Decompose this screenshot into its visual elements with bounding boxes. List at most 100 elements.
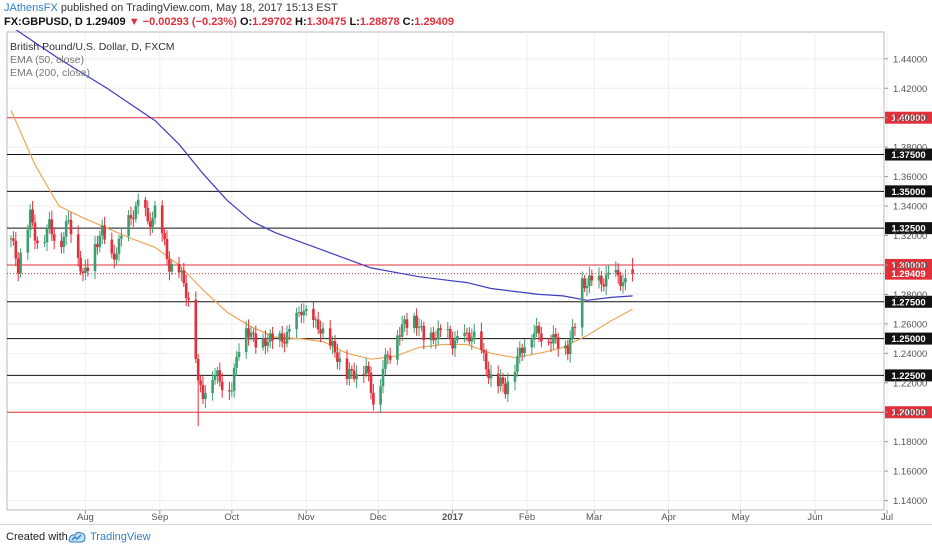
candle-body [180,270,183,273]
candle-body [564,345,567,349]
candle-body [254,333,258,348]
candle-body [48,219,51,228]
candle [355,365,358,388]
candle-body [249,332,253,338]
candle-body [151,217,154,227]
candle [43,235,46,247]
candle-body [271,333,274,341]
candle-body [79,257,82,272]
candle-body [134,205,138,219]
candle-body [530,339,534,348]
candle-body [547,341,550,343]
candle-body [120,235,123,239]
candle-body [417,326,421,329]
candle [451,331,454,356]
y-tick-label: 1.42000 [893,84,927,95]
candle [136,193,140,215]
candle-body [98,235,102,248]
candle-body [331,341,334,346]
candle-body [319,329,322,334]
candle [220,372,224,398]
candle-body [367,365,370,373]
candle [134,201,138,223]
candle [518,341,522,364]
x-tick-label: Apr [661,512,676,523]
candle-body [631,269,634,274]
candle-body [580,278,584,328]
candle [564,340,567,355]
candle-body [33,222,37,241]
candle [504,377,507,399]
candle [484,349,488,377]
level-badge [885,111,932,124]
time-axis[interactable]: AugSepOctNovDec2017FebMarAprMayJunJulAug [77,510,932,523]
legend-ema200[interactable]: EMA (200, close) [10,67,90,79]
candle-body [321,328,325,334]
chart-header: JAthensFX published on TradingView.com, … [0,0,932,30]
candle [602,278,606,292]
candle [585,278,589,297]
author-link[interactable]: JAthensFX [4,2,58,14]
candle-body [456,336,459,341]
candle-body [19,252,22,274]
candle-body [352,370,356,380]
x-tick-label: Oct [224,512,239,523]
tradingview-brand-link[interactable]: TradingView [90,531,151,543]
x-tick-label: Feb [519,512,535,523]
candle [367,361,370,382]
candle [146,200,150,225]
legend-ema50[interactable]: EMA (50, close) [10,54,85,66]
candle [453,331,457,357]
candle-body [451,339,454,349]
candle-body [302,311,306,316]
candle-body [600,275,603,285]
candle-body [585,285,589,289]
price-axis[interactable]: 1.14000 1.16000 1.18000 1.20000 1.22000 1.240… [884,54,927,507]
candle-body [403,319,406,325]
candle [31,200,34,227]
candle-body [422,325,426,341]
candle [600,270,603,292]
candle [187,291,190,307]
candle-body [616,269,620,276]
candle-body [412,315,416,328]
y-tick-label: 1.32000 [893,231,927,242]
candle-body [235,357,238,368]
x-tick-label: Jul [881,512,893,523]
candle-body [439,328,442,330]
candle [182,263,186,287]
y-tick-label: 1.44000 [893,54,927,65]
candle [268,329,272,349]
candle [621,274,625,294]
candle [115,247,118,265]
candle [345,349,349,385]
level-badge [885,185,932,198]
candle [319,320,322,343]
candle [470,328,474,350]
tradingview-logo-icon[interactable] [68,530,86,544]
candle-body [336,352,339,362]
candle-body [304,308,308,312]
candle-body [386,354,390,356]
candle [232,363,236,398]
level-badge [885,406,932,419]
candle [295,307,298,338]
candle [127,209,130,242]
price-chart[interactable]: 1.40000 1.37500 1.35000 1.32500 1.30000 1.275… [0,30,932,524]
candle [624,269,627,291]
candle [196,354,200,427]
candle-body [93,244,97,272]
candle [420,319,423,332]
candle [523,339,526,358]
candle [168,251,171,281]
candle [213,368,217,385]
low-value: 1.28878 [359,16,400,28]
candle-body [168,259,171,272]
candle [211,371,214,401]
candle-body [278,333,282,341]
candle [448,325,452,346]
candle-body [463,332,466,337]
y-tick-label: 1.34000 [893,202,927,213]
candle [76,225,80,267]
candle-body [43,242,46,244]
